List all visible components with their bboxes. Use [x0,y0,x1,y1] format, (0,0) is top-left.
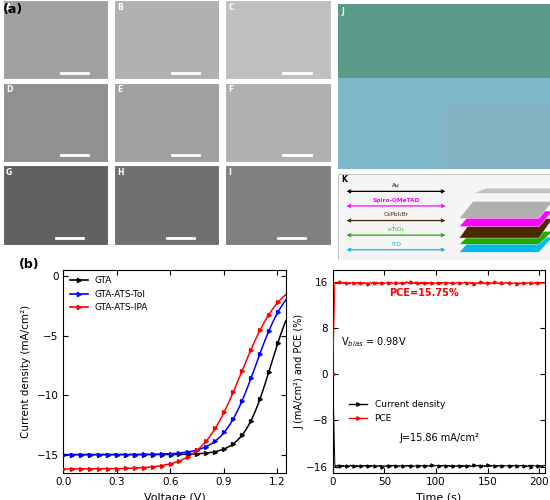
Text: V$_{bias}$ = 0.98V: V$_{bias}$ = 0.98V [341,335,407,349]
X-axis label: Voltage (V): Voltage (V) [144,493,206,500]
Bar [225,166,331,244]
Text: D: D [6,86,13,94]
Polygon shape [459,237,550,252]
Text: A: A [6,2,12,12]
Legend: GTA, GTA-ATS-Tol, GTA-ATS-IPA: GTA, GTA-ATS-Tol, GTA-ATS-IPA [66,272,152,316]
Text: G: G [6,168,12,177]
Legend: Current density, PCE: Current density, PCE [346,397,449,426]
Bar [338,4,550,78]
Text: Spiro-OMeTAD: Spiro-OMeTAD [372,198,420,203]
Polygon shape [473,188,550,194]
Bar [114,166,219,244]
Bar [225,0,331,80]
Text: B: B [117,2,123,12]
Bar [114,82,219,162]
Text: (a): (a) [3,2,23,16]
Text: ITO: ITO [391,242,401,246]
Text: J=15.86 mA/cm²: J=15.86 mA/cm² [400,432,480,442]
Bar [3,166,108,244]
Bar [114,0,219,80]
Polygon shape [459,218,550,238]
Bar [338,4,550,169]
Text: C: C [228,2,234,12]
Bar [338,174,550,260]
Text: I: I [228,168,231,177]
Bar [444,103,550,169]
Bar [3,0,108,80]
Polygon shape [459,232,550,244]
Text: H: H [117,168,124,177]
Polygon shape [459,211,550,226]
Text: (b): (b) [19,258,40,271]
Text: CsPbI₂Br: CsPbI₂Br [383,212,409,218]
Text: E: E [117,86,123,94]
Text: Au: Au [392,183,400,188]
Y-axis label: J (mA/cm²) and PCE (%): J (mA/cm²) and PCE (%) [294,314,305,429]
Bar [225,82,331,162]
Polygon shape [459,202,550,218]
Text: PCE=15.75%: PCE=15.75% [389,288,459,298]
Y-axis label: Current density (mA/cm²): Current density (mA/cm²) [21,304,31,438]
Bar [3,82,108,162]
Text: c-TiO₂: c-TiO₂ [388,227,404,232]
Text: K: K [341,176,347,184]
Text: J: J [342,6,344,16]
X-axis label: Time (s): Time (s) [416,493,461,500]
Text: F: F [228,86,234,94]
